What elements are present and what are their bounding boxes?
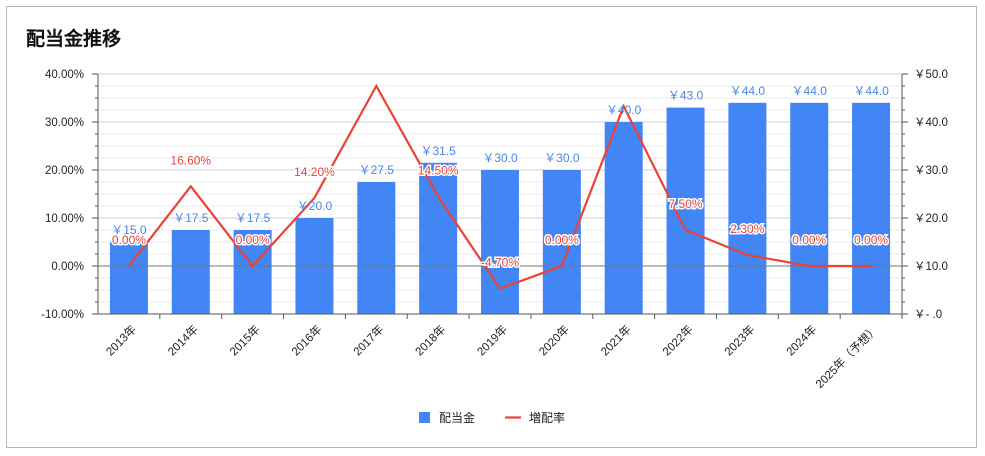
bar xyxy=(233,230,272,314)
chart-title: 配当金推移 xyxy=(26,28,122,50)
x-tick-label: 2013年 xyxy=(103,322,139,358)
line-value-label: 0.00% xyxy=(545,233,579,247)
y-right-tick-label: ￥50.0 xyxy=(914,69,948,81)
bar xyxy=(852,102,891,314)
bar xyxy=(666,107,705,314)
bar xyxy=(542,170,581,314)
y-left-tick-label: -10.00% xyxy=(41,309,84,321)
bar-value-label: ￥30.0 xyxy=(544,151,580,165)
y-right-tick-label: ￥- .0 xyxy=(914,309,942,321)
bar-value-label: ￥44.0 xyxy=(730,84,766,98)
bar xyxy=(604,122,643,314)
legend: 配当金 増配率 xyxy=(419,410,565,425)
bar-value-label: ￥30.0 xyxy=(482,151,518,165)
y-right-tick-label: ￥30.0 xyxy=(914,165,948,177)
x-tick-label: 2020年 xyxy=(536,322,572,358)
line-value-label: 0.00% xyxy=(112,233,146,247)
bar-series xyxy=(109,102,891,314)
legend-label-bar: 配当金 xyxy=(439,410,475,425)
line-value-label: 14.20% xyxy=(294,165,335,179)
y-left-tick-label: 40.00% xyxy=(45,69,84,81)
x-tick-label: 2018年 xyxy=(412,322,448,358)
x-tick-label: 2022年 xyxy=(660,322,696,358)
bar xyxy=(419,162,458,314)
y-right-tick-label: ￥10.0 xyxy=(914,261,948,273)
y-left-tick-label: 20.00% xyxy=(45,165,84,177)
y-left-tick-label: 0.00% xyxy=(51,261,84,273)
legend-label-line: 増配率 xyxy=(529,410,565,425)
line-series xyxy=(128,83,872,290)
bar-value-label: ￥44.0 xyxy=(853,84,889,98)
y-right-tick-label: ￥20.0 xyxy=(914,213,948,225)
x-tick-label: 2016年 xyxy=(288,322,324,358)
line-value-label: 14.50% xyxy=(418,163,459,177)
bar-value-label: ￥15.0 xyxy=(111,223,147,237)
x-tick-label: 2017年 xyxy=(350,322,386,358)
bar xyxy=(109,242,148,314)
x-tick-label: 2014年 xyxy=(165,322,201,358)
bar-value-label: ￥31.5 xyxy=(420,144,456,158)
bar-value-label: ￥17.5 xyxy=(235,211,271,225)
bar xyxy=(357,182,396,314)
x-tick-label: 2023年 xyxy=(721,322,757,358)
bar-value-label: ￥40.0 xyxy=(606,103,642,117)
line-value-label: -4.70% xyxy=(481,256,519,270)
bar xyxy=(790,102,829,314)
line-value-label: 2.30% xyxy=(730,222,764,236)
line-value-label: 0.00% xyxy=(854,233,888,247)
bar xyxy=(728,102,767,314)
bar-value-label: ￥27.5 xyxy=(359,163,395,177)
bar-value-label: ￥17.5 xyxy=(173,211,209,225)
y-right-tick-label: ￥40.0 xyxy=(914,117,948,129)
x-tick-label: 2019年 xyxy=(474,322,510,358)
bar-value-label: ￥44.0 xyxy=(792,84,828,98)
x-tick-label: 2015年 xyxy=(227,322,263,358)
bar xyxy=(171,230,210,314)
bar xyxy=(481,170,519,314)
line-value-label: 16.60% xyxy=(170,153,211,167)
line-value-label: 7.50% xyxy=(669,197,703,211)
x-tick-label: 2024年 xyxy=(783,322,819,358)
data-labels: ￥15.0 ￥17.5 ￥17.5 ￥20.0 ￥27.5 ￥31.5 ￥30.0 ￥30.0… xyxy=(110,84,890,271)
bar-value-label: ￥43.0 xyxy=(668,89,704,103)
y-left-tick-label: 10.00% xyxy=(45,213,84,225)
y-left-tick-label: 30.00% xyxy=(45,117,84,129)
line-value-label: 0.00% xyxy=(236,233,270,247)
bar-value-label: ￥20.0 xyxy=(297,199,333,213)
x-tick-label: 2025年（予想） xyxy=(813,322,882,391)
x-tick-label: 2021年 xyxy=(598,322,634,358)
legend-swatch-bar xyxy=(419,412,430,423)
line-value-label: 0.00% xyxy=(792,233,826,247)
